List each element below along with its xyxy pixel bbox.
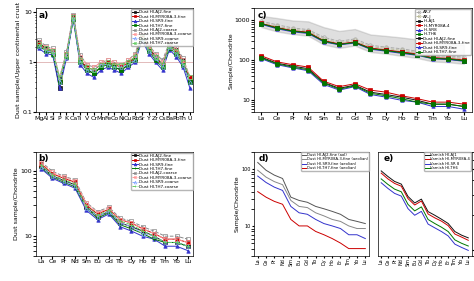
- Legend: Dust HI-AJ2-fine (aol), Dust HI-MYR08A-3-fine (aeolian), Dust HI-SR9-fine (aeoli: Dust HI-AJ2-fine (aol), Dust HI-MYR08A-3…: [301, 152, 369, 171]
- Legend: AR-Y, AR-J, HI-AJ1, HI-MYR08A-4, HI-SR8, HI-TH6, Dust HI-AJ2-fine, Dust HI-MYR08: AR-Y, AR-J, HI-AJ1, HI-MYR08A-4, HI-SR8,…: [415, 9, 471, 55]
- Text: c): c): [258, 10, 267, 19]
- Text: b): b): [39, 154, 49, 163]
- Text: a): a): [39, 10, 49, 19]
- Legend: Varnish HI-AJ1, Varnish HI-MYR08A-4, Varnish HI-SR 8, Varnish HI-TH6: Varnish HI-AJ1, Varnish HI-MYR08A-4, Var…: [424, 152, 471, 171]
- Y-axis label: Dust sample/Upper continental crust: Dust sample/Upper continental crust: [16, 2, 21, 119]
- Text: d): d): [258, 154, 269, 163]
- Legend: Dust HI-AJ2-fine, Dust HI-MYR08A-3-fine, Dust HI-SR9-fine, Dust HI-TH7-fine, Dus: Dust HI-AJ2-fine, Dust HI-MYR08A-3-fine,…: [131, 153, 192, 190]
- Y-axis label: Sample/Chondrite: Sample/Chondrite: [235, 175, 240, 232]
- Legend: Dust HI-AJ2-fine, Dust HI-MYR08A-3-fine, Dust HI-SR9-fine, Dust HI-TH7-fine, Dus: Dust HI-AJ2-fine, Dust HI-MYR08A-3-fine,…: [131, 9, 192, 46]
- Y-axis label: Sample/Chondrite: Sample/Chondrite: [228, 32, 233, 89]
- Text: e): e): [383, 154, 394, 163]
- Y-axis label: Dust sample/Chondrite: Dust sample/Chondrite: [14, 167, 19, 240]
